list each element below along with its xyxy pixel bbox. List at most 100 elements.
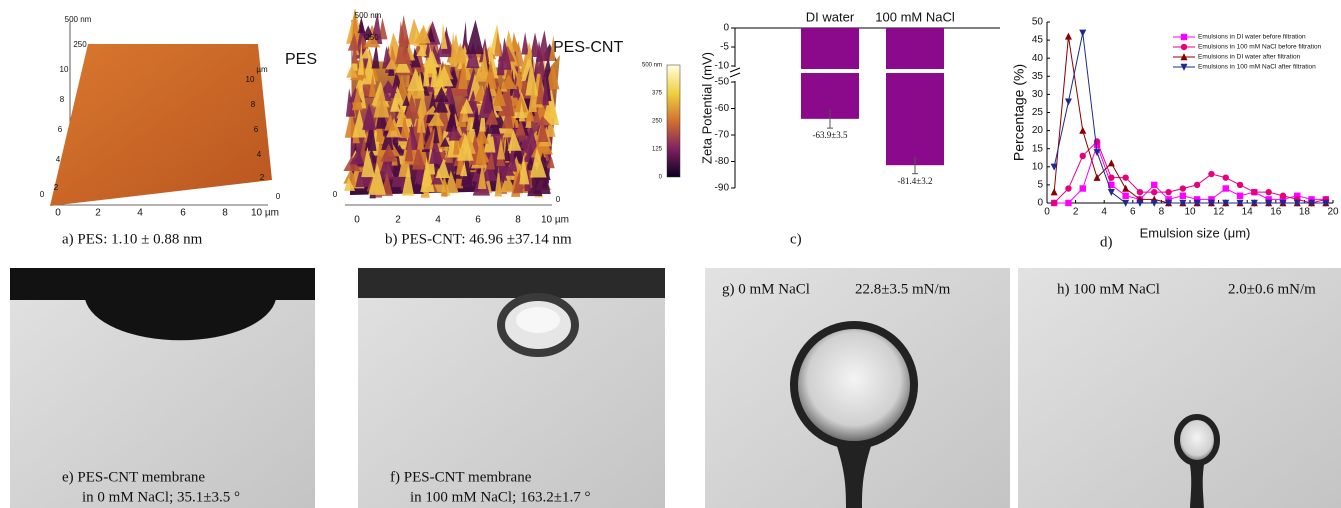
caption: c) — [790, 231, 802, 247]
panel-h: h) 100 mM NaCl 2.0±0.6 mN/m — [1018, 268, 1341, 508]
afm-label: 0 — [55, 208, 61, 219]
tension: 22.8±3.5 mN/m — [855, 281, 951, 297]
label: h) 100 mM NaCl — [1057, 281, 1160, 297]
legend-label: Emulsions in DI water before filtration — [1198, 34, 1306, 41]
afm-label: 4 — [435, 215, 441, 226]
afm-label: 10 µm — [541, 215, 569, 226]
marker — [1051, 200, 1057, 206]
afm-label: 4 — [137, 208, 143, 219]
colorbar-label: 0 — [659, 175, 663, 181]
y-tick-label: -70 — [715, 130, 730, 141]
y-tick-label: 25 — [1032, 107, 1044, 118]
panel-b: PES-CNT b) PES-CNT: 46.96 ±37.14 nm 500 … — [333, 8, 680, 247]
marker — [1122, 185, 1129, 192]
colorbar-label: 500 nm — [642, 63, 662, 69]
marker — [1065, 98, 1072, 105]
y-tick-label: 0 — [1037, 198, 1043, 209]
x-tick-label: 0 — [1044, 207, 1050, 218]
afm-label: 2 — [260, 173, 265, 182]
marker — [1237, 182, 1243, 188]
marker — [1065, 33, 1072, 40]
y-tick-label: 40 — [1032, 53, 1044, 64]
axis-break — [799, 69, 946, 73]
y-axis-label: Zeta Potential (mV) — [699, 52, 714, 164]
panel-e: e) PES-CNT membrane in 0 mM NaCl; 35.1±3… — [10, 268, 315, 508]
marker — [1251, 189, 1257, 195]
x-tick-label: 14 — [1242, 207, 1254, 218]
marker — [1208, 171, 1214, 177]
legend-marker — [1181, 34, 1187, 40]
caption: in 100 mM NaCl; 163.2±1.7 ° — [410, 489, 590, 505]
marker — [1079, 30, 1086, 37]
marker — [1151, 189, 1157, 195]
y-tick-label: 15 — [1032, 143, 1044, 154]
marker — [1180, 185, 1186, 191]
y-tick-label: 5 — [1037, 180, 1043, 191]
x-tick-label: 10 — [1184, 207, 1196, 218]
caption: f) PES-CNT membrane — [390, 469, 532, 485]
afm-label: 0 — [556, 195, 561, 204]
afm-label: 500 nm — [355, 11, 382, 20]
value-label: -63.9±3.5 — [813, 130, 848, 140]
y-tick-label: -80 — [715, 156, 730, 167]
afm-label: 2 — [95, 208, 101, 219]
x-tick-label: 12 — [1213, 207, 1225, 218]
marker — [1094, 138, 1100, 144]
marker — [1165, 189, 1171, 195]
afm-label: 8 — [222, 208, 228, 219]
label: g) 0 mM NaCl — [722, 281, 810, 297]
colorbar-label: 125 — [652, 147, 663, 153]
afm-label: 0 — [276, 192, 281, 201]
figure: PES a) PES: 1.10 ± 0.88 nm 500 nm2501086… — [0, 0, 1341, 508]
droplet-highlight — [516, 307, 560, 333]
y-tick-label: -5 — [720, 42, 729, 53]
page: {"panels": { "a": {"caption": "a) PES: 1… — [0, 0, 1341, 508]
caption: a) PES: 1.10 ± 0.88 nm — [62, 231, 203, 247]
x-tick-label: 16 — [1270, 207, 1282, 218]
marker — [1065, 185, 1071, 191]
bar — [801, 28, 859, 119]
legend-label: Emulsions in DI water after filtration — [1198, 54, 1301, 61]
afm-spike — [466, 20, 484, 54]
y-tick-label: 50 — [1032, 17, 1044, 28]
afm-label: 6 — [254, 125, 259, 134]
caption: e) PES-CNT membrane — [62, 469, 205, 485]
y-tick-label: -50 — [715, 77, 730, 88]
marker — [1108, 189, 1115, 196]
x-axis-label: Emulsion size (μm) — [1140, 225, 1251, 240]
x-tick-label: 20 — [1327, 207, 1339, 218]
value-label: -81.4±3.2 — [898, 176, 933, 186]
marker — [1079, 127, 1086, 134]
marker — [1223, 185, 1229, 191]
y-tick-label: 45 — [1032, 35, 1044, 46]
afm-label: 0 — [354, 215, 360, 226]
y-tick-label: 35 — [1032, 71, 1044, 82]
y-tick-label: 10 — [1032, 161, 1044, 172]
afm-label: 4 — [56, 155, 61, 164]
afm-label: 8 — [60, 95, 65, 104]
afm-label: µm — [256, 65, 268, 74]
bar — [886, 28, 944, 165]
marker — [1122, 174, 1128, 180]
afm-label: 8 — [251, 100, 256, 109]
afm-label: 500 nm — [65, 15, 92, 24]
x-tick-label: 4 — [1101, 207, 1107, 218]
afm-label: 6 — [475, 215, 481, 226]
y-tick-label: 20 — [1032, 125, 1044, 136]
marker — [1223, 174, 1229, 180]
marker — [1108, 159, 1115, 166]
colorbar-label: 250 — [652, 119, 663, 125]
membrane — [10, 268, 315, 300]
droplet — [794, 325, 914, 445]
afm-label: 10 µm — [251, 208, 279, 219]
afm-label: 2 — [54, 183, 59, 192]
membrane — [358, 268, 665, 298]
marker — [1151, 182, 1157, 188]
colorbar — [667, 65, 680, 177]
afm-label: 6 — [180, 208, 186, 219]
marker — [1237, 193, 1243, 199]
y-tick-label: 30 — [1032, 89, 1044, 100]
tension: 2.0±0.6 mN/m — [1228, 281, 1316, 297]
panel-a: PES a) PES: 1.10 ± 0.88 nm 500 nm2501086… — [40, 15, 317, 247]
caption: d) — [1100, 234, 1113, 250]
